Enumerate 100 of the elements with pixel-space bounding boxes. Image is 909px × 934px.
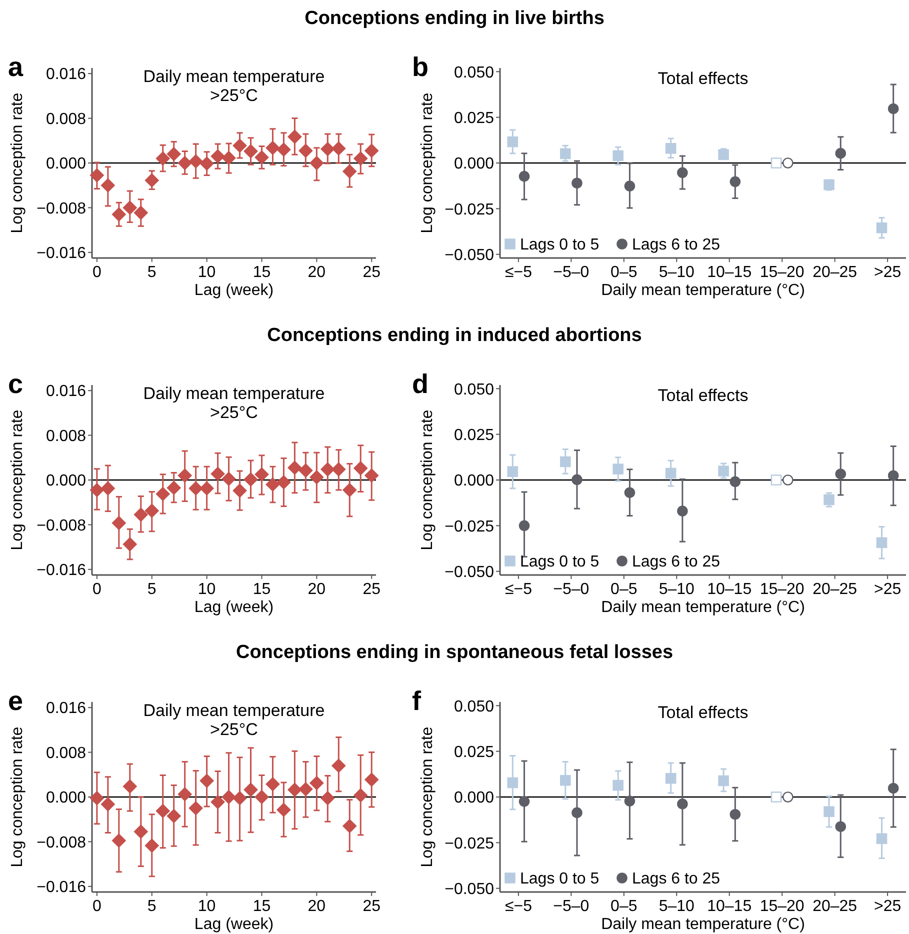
point bbox=[222, 472, 236, 486]
point bbox=[178, 468, 192, 483]
y-tick-label: 0.016 bbox=[46, 383, 86, 400]
x-tick-label: 25 bbox=[362, 264, 381, 281]
point bbox=[342, 483, 357, 498]
point bbox=[178, 787, 192, 802]
point bbox=[298, 464, 313, 478]
y-tick-label: 0.000 bbox=[46, 790, 86, 807]
y-tick-label: −0.025 bbox=[444, 201, 494, 218]
text: Daily mean temperature >25°C bbox=[143, 384, 325, 422]
y-tick-label: −0.025 bbox=[444, 835, 494, 852]
x-tick-label: ≤−5 bbox=[504, 898, 532, 915]
x-tick-label: 10 bbox=[198, 264, 216, 281]
x-tick-label: 0 bbox=[92, 581, 102, 598]
point bbox=[200, 156, 214, 171]
y-tick-label: 0.000 bbox=[46, 156, 86, 173]
point bbox=[134, 824, 148, 839]
point bbox=[244, 472, 258, 486]
x-tick-label: 15 bbox=[252, 581, 271, 598]
x-tick-label: >25 bbox=[874, 898, 902, 915]
point bbox=[156, 804, 170, 818]
point bbox=[166, 480, 181, 495]
point bbox=[188, 481, 203, 496]
point bbox=[244, 144, 258, 158]
x-tick-label: −5–0 bbox=[553, 581, 590, 598]
point bbox=[266, 140, 280, 155]
point bbox=[364, 144, 379, 158]
y-tick-label: 0.000 bbox=[454, 156, 494, 173]
point bbox=[134, 206, 148, 220]
point bbox=[310, 470, 324, 484]
x-tick-label: 0–5 bbox=[610, 581, 638, 598]
point bbox=[354, 788, 368, 802]
point bbox=[320, 142, 335, 156]
point bbox=[288, 782, 302, 797]
x-tick-label: 20 bbox=[308, 898, 326, 915]
chart-subtitle: Total effects bbox=[658, 703, 748, 722]
x-tick-label: 20–25 bbox=[812, 264, 858, 281]
x-tick-label: 5 bbox=[147, 264, 156, 281]
legend-label: Lags 6 to 25 bbox=[632, 554, 720, 571]
text: b bbox=[412, 52, 428, 82]
chart-subtitle: Total effects bbox=[658, 69, 748, 88]
y-tick-label: 0.050 bbox=[454, 381, 494, 398]
x-tick-label: −5–0 bbox=[553, 264, 590, 281]
point bbox=[100, 178, 115, 192]
point bbox=[134, 508, 148, 522]
point bbox=[232, 138, 247, 153]
x-tick-label: 20 bbox=[308, 264, 326, 281]
y-tick-label: 0.000 bbox=[454, 472, 494, 490]
y-axis-title: Log conception rate bbox=[9, 726, 26, 868]
point bbox=[156, 486, 170, 501]
y-tick-label: 0.025 bbox=[454, 110, 494, 127]
point bbox=[112, 207, 126, 222]
x-tick-label: 0 bbox=[92, 898, 102, 915]
point bbox=[254, 467, 269, 482]
x-tick-label: ≤−5 bbox=[504, 264, 532, 281]
point bbox=[364, 772, 379, 787]
point bbox=[178, 156, 192, 170]
point bbox=[298, 782, 313, 796]
text: Conceptions ending in spontaneous fetal losses bbox=[236, 642, 674, 663]
x-tick-label: 5 bbox=[147, 898, 156, 915]
point bbox=[332, 141, 346, 156]
point bbox=[354, 461, 368, 476]
text: f bbox=[412, 686, 422, 716]
legend-label: Lags 0 to 5 bbox=[520, 554, 600, 571]
text: Conceptions ending in live births bbox=[304, 8, 604, 29]
point bbox=[122, 537, 137, 552]
y-axis-title: Log conception rate bbox=[9, 92, 26, 234]
x-tick-label: 0–5 bbox=[610, 264, 638, 281]
x-axis-title: Lag (week) bbox=[194, 282, 274, 299]
point bbox=[288, 130, 302, 144]
point bbox=[254, 150, 269, 164]
x-tick-label: 10 bbox=[198, 898, 216, 915]
point bbox=[166, 147, 181, 162]
point bbox=[332, 462, 346, 476]
point bbox=[90, 168, 104, 182]
y-tick-label: 0.008 bbox=[46, 110, 86, 128]
point bbox=[200, 774, 214, 788]
y-tick-label: 0.008 bbox=[46, 744, 86, 762]
y-tick-label: 0.016 bbox=[46, 700, 86, 718]
y-tick-label: −0.016 bbox=[36, 562, 86, 580]
point bbox=[210, 149, 225, 164]
y-tick-label: 0.016 bbox=[46, 66, 86, 84]
y-tick-label: −0.050 bbox=[444, 880, 494, 898]
point bbox=[112, 516, 126, 530]
point bbox=[100, 481, 115, 496]
point bbox=[210, 466, 225, 481]
y-axis-title: Log conception rate bbox=[419, 410, 436, 550]
y-axis-title: Log conception rate bbox=[419, 726, 436, 868]
point bbox=[354, 152, 368, 166]
x-tick-label: 5–10 bbox=[658, 581, 695, 598]
y-tick-label: 0.000 bbox=[46, 472, 86, 490]
x-tick-label: 5–10 bbox=[658, 898, 695, 915]
y-tick-label: −0.050 bbox=[444, 246, 494, 264]
y-tick-label: −0.016 bbox=[36, 245, 86, 262]
point bbox=[188, 801, 203, 816]
point bbox=[364, 468, 379, 483]
point bbox=[90, 791, 104, 806]
point bbox=[342, 819, 357, 834]
x-axis-title: Lag (week) bbox=[194, 916, 274, 933]
point bbox=[320, 462, 335, 476]
